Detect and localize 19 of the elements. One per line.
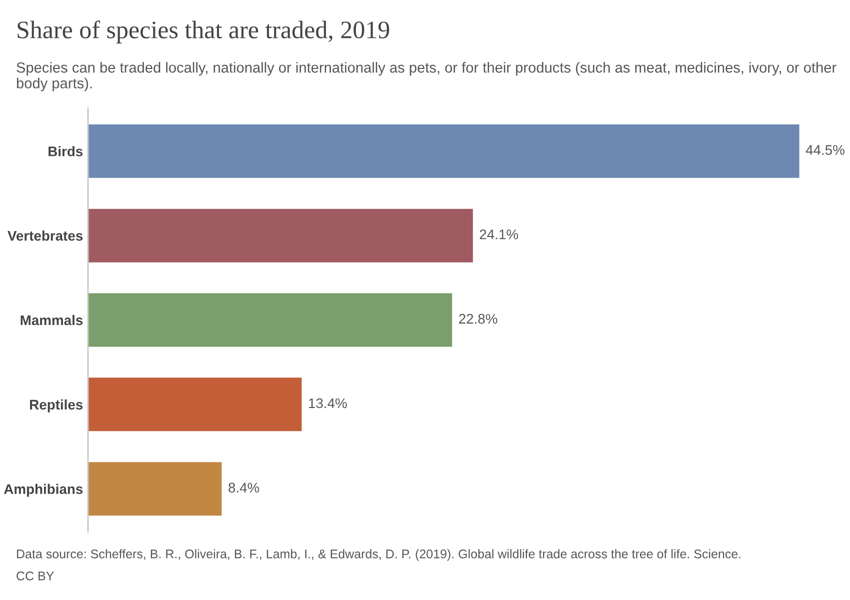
source-note: Data source: Scheffers, B. R., Oliveira, B. F., Lamb, I., & Edwards, D. P. (2019). Global wildlife trade across the tree of life. Science. [17, 549, 740, 561]
y-tick-label: Mammals [20, 314, 83, 326]
bar [88, 460, 224, 517]
bar [88, 207, 474, 264]
y-tick-label: Reptiles [30, 399, 83, 412]
data-label: 22.8% [459, 314, 498, 324]
data-label: 8.4% [228, 482, 260, 493]
data-label: 13.4% [309, 398, 347, 408]
y-tick-label: Vertebrates [8, 230, 83, 241]
data-label: 44.5% [806, 145, 844, 155]
bar [88, 376, 304, 433]
bar [88, 123, 800, 180]
chart-subtitle: Species can be traded locally, nationally or internationally as pets, or for their products (such as meat, medicines, ivory, or other body parts). [16, 62, 836, 92]
chart-title: Share of species that are traded, 2019 [18, 20, 390, 44]
data-label: 24.1% [480, 229, 518, 240]
text: CC BY [16, 572, 54, 580]
y-tick-label: Birds [48, 146, 83, 156]
bar [88, 292, 454, 348]
y-tick-label: Amphibians [4, 484, 83, 497]
